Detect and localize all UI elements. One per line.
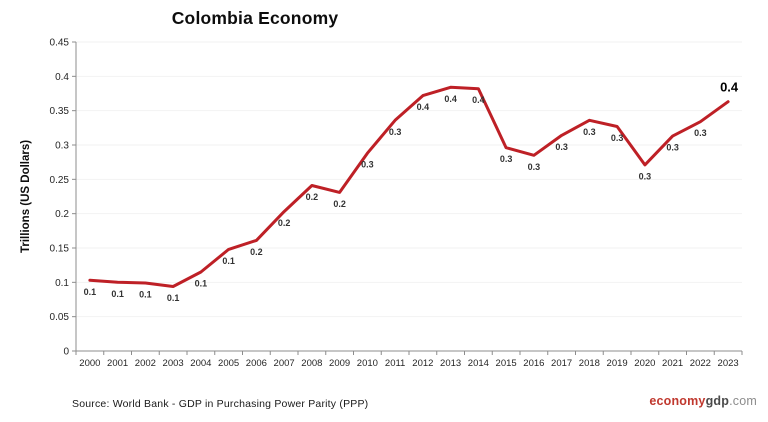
y-tick-label: 0.1 bbox=[55, 278, 69, 289]
x-tick-label: 2012 bbox=[412, 358, 433, 369]
x-tick-label: 2010 bbox=[357, 358, 378, 369]
data-label: 0.3 bbox=[639, 171, 652, 181]
logo-gdp: gdp bbox=[705, 394, 730, 408]
data-label: 0.1 bbox=[111, 289, 124, 299]
data-label: 0.1 bbox=[222, 256, 235, 266]
x-tick-label: 2000 bbox=[79, 358, 100, 369]
data-label: 0.2 bbox=[250, 247, 263, 257]
data-label: 0.1 bbox=[195, 279, 208, 289]
y-tick-label: 0.3 bbox=[55, 141, 69, 152]
x-tick-label: 2004 bbox=[190, 358, 211, 369]
data-label: 0.4 bbox=[472, 95, 485, 105]
x-tick-label: 2013 bbox=[440, 358, 461, 369]
logo-economy: economy bbox=[649, 394, 706, 408]
x-tick-label: 2021 bbox=[662, 358, 683, 369]
y-tick-label: 0.4 bbox=[55, 72, 69, 83]
y-tick-label: 0.2 bbox=[55, 209, 69, 220]
data-label: 0.3 bbox=[555, 142, 568, 152]
x-tick-label: 2007 bbox=[274, 358, 295, 369]
x-tick-label: 2022 bbox=[690, 358, 711, 369]
y-tick-label: 0.15 bbox=[50, 244, 70, 255]
x-tick-label: 2008 bbox=[301, 358, 322, 369]
data-label: 0.2 bbox=[306, 192, 319, 202]
x-tick-label: 2014 bbox=[468, 358, 489, 369]
gdp-line bbox=[88, 85, 730, 288]
x-tick-label: 2017 bbox=[551, 358, 572, 369]
data-label: 0.3 bbox=[389, 127, 402, 137]
x-tick-label: 2011 bbox=[385, 358, 405, 369]
x-tick-label: 2001 bbox=[107, 358, 128, 369]
data-label: 0.4 bbox=[444, 94, 457, 104]
chart-title: Colombia Economy bbox=[171, 8, 339, 28]
data-label: 0.3 bbox=[361, 160, 374, 170]
x-tick-label: 2009 bbox=[329, 358, 350, 369]
y-tick-label: 0.35 bbox=[50, 106, 70, 117]
x-tick-label: 2016 bbox=[523, 358, 544, 369]
data-label: 0.2 bbox=[333, 199, 346, 209]
final-data-label: 0.4 bbox=[720, 80, 739, 95]
data-label: 0.3 bbox=[666, 143, 679, 153]
x-tick-label: 2019 bbox=[607, 358, 628, 369]
site-logo: economygdp.com bbox=[649, 394, 757, 408]
x-tick-label: 2005 bbox=[218, 358, 239, 369]
y-tick-label: 0.05 bbox=[50, 312, 70, 323]
x-tick-label: 2023 bbox=[718, 358, 739, 369]
data-label: 0.3 bbox=[500, 154, 513, 164]
data-label: 0.3 bbox=[528, 162, 541, 172]
x-tick-label: 2020 bbox=[634, 358, 655, 369]
data-label: 0.3 bbox=[611, 133, 624, 143]
x-tick-label: 2003 bbox=[163, 358, 184, 369]
data-label: 0.1 bbox=[139, 290, 152, 300]
y-tick-label: 0 bbox=[63, 347, 69, 358]
data-label: 0.3 bbox=[694, 128, 707, 138]
data-label: 0.1 bbox=[84, 287, 97, 297]
x-tick-label: 2006 bbox=[246, 358, 267, 369]
data-label: 0.4 bbox=[417, 102, 430, 112]
y-tick-label: 0.45 bbox=[50, 38, 70, 49]
source-note: Source: World Bank - GDP in Purchasing P… bbox=[72, 398, 369, 410]
logo-com: .com bbox=[729, 394, 757, 408]
y-tick-label: 0.25 bbox=[50, 175, 70, 186]
data-label: 0.2 bbox=[278, 218, 291, 228]
data-label: 0.3 bbox=[583, 127, 596, 137]
data-label: 0.1 bbox=[167, 293, 180, 303]
x-tick-label: 2018 bbox=[579, 358, 600, 369]
x-tick-label: 2002 bbox=[135, 358, 156, 369]
x-tick-label: 2015 bbox=[496, 358, 517, 369]
